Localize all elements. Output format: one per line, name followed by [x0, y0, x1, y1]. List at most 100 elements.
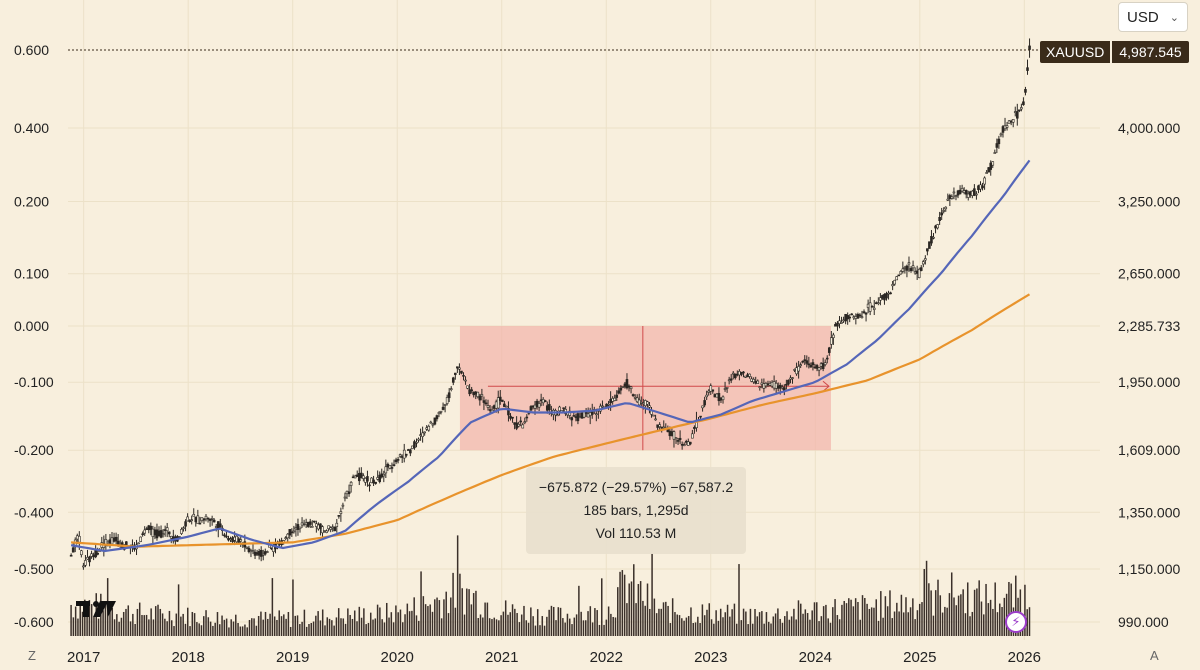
volume-bar [806, 613, 809, 636]
volume-bar [587, 611, 589, 636]
candle-body [586, 413, 590, 418]
volume-bar [884, 596, 887, 636]
candle-body [323, 530, 326, 532]
volume-bar [287, 612, 290, 636]
candle-body [991, 161, 995, 166]
candle-body [723, 388, 727, 390]
candle-body [885, 293, 888, 299]
candle-body [942, 210, 946, 212]
candle-body [866, 303, 870, 308]
volume-bar [102, 610, 104, 636]
volume-bar [342, 618, 345, 636]
volume-bar [902, 612, 905, 636]
candle-body [595, 413, 598, 416]
candle-body [351, 476, 355, 479]
measure-rectangle[interactable] [459, 326, 831, 451]
candle-body [660, 426, 664, 429]
candle-body [870, 306, 874, 308]
candle-body [801, 360, 805, 363]
candle-body [858, 314, 862, 317]
candle-body [946, 198, 950, 201]
volume-bar [829, 622, 832, 636]
candle-body [445, 397, 449, 404]
candle-body [200, 517, 204, 521]
volume-bar [710, 619, 713, 636]
lightning-icon[interactable]: ⚡ [1005, 611, 1027, 633]
left-axis-label: -0.200 [14, 442, 54, 458]
candle-body [454, 372, 457, 375]
candle-body [811, 362, 815, 366]
volume-bar [109, 610, 111, 636]
candle-body [302, 523, 306, 525]
left-axis-label: -0.500 [14, 561, 54, 577]
candle-body [529, 406, 533, 411]
volume-bar [321, 609, 324, 636]
candle-body [917, 268, 921, 278]
candle-body [288, 529, 292, 536]
volume-bar [783, 616, 786, 636]
volume-bar [841, 604, 843, 636]
tradingview-logo [76, 598, 118, 624]
candle-body [993, 152, 997, 154]
volume-bar [468, 589, 470, 636]
volume-bar [571, 624, 573, 636]
candle-body [441, 406, 445, 410]
volume-bar [260, 611, 262, 636]
candle-body [648, 405, 651, 408]
candle-body [376, 477, 379, 480]
candle-body [519, 420, 523, 423]
volume-bar [219, 624, 221, 636]
volume-bar [740, 620, 743, 636]
volume-bar [804, 609, 807, 636]
volume-bar [486, 602, 489, 636]
currency-select[interactable]: USD ⌄ [1118, 2, 1188, 32]
volume-bar [916, 610, 919, 636]
auto-scale-button[interactable]: A [1150, 648, 1159, 663]
candle-body [960, 188, 964, 192]
candle-body [167, 531, 171, 535]
candle-body [713, 394, 717, 398]
ma-slow-line [71, 293, 1031, 548]
volume-bar [150, 608, 152, 636]
candle-body [852, 316, 856, 319]
candle-body [484, 402, 488, 405]
volume-bar [811, 610, 813, 636]
volume-bar [873, 607, 875, 636]
volume-bar [793, 608, 795, 636]
volume-bar [628, 583, 630, 636]
measure-area[interactable] [459, 326, 831, 451]
volume-bar [397, 612, 399, 636]
volume-bar [889, 590, 891, 636]
candle-body [533, 404, 537, 409]
candle-body [503, 403, 506, 407]
candle-body [192, 514, 196, 517]
zoom-toggle-button[interactable]: Z [28, 648, 36, 663]
candle-body [968, 191, 972, 196]
volume-bar [349, 614, 351, 636]
volume-bar [575, 614, 578, 636]
candle-body [378, 474, 382, 482]
candle-body [956, 190, 960, 196]
candle-body [214, 526, 218, 528]
right-axis: 4,000.000 3,250.000 2,650.000 2,285.733 1,95… [1118, 120, 1180, 630]
candle-body [789, 377, 792, 380]
candle-body [574, 416, 578, 418]
candle-body [464, 379, 467, 382]
candle-body [1026, 67, 1029, 71]
volume-bar [424, 604, 427, 636]
candle-body [635, 397, 639, 403]
volume-bar [104, 603, 107, 636]
volume-bar [308, 623, 310, 636]
volume-bar [280, 616, 283, 636]
candle-body [229, 538, 232, 540]
volume-bar [411, 610, 413, 636]
candle-body [617, 390, 621, 394]
candle-body [370, 477, 373, 484]
candle-body [190, 519, 194, 521]
volume-bar [717, 620, 720, 636]
volume-bar [296, 615, 299, 636]
volume-bar [918, 603, 921, 636]
volume-bar [713, 623, 715, 636]
candle-body [1003, 125, 1007, 130]
